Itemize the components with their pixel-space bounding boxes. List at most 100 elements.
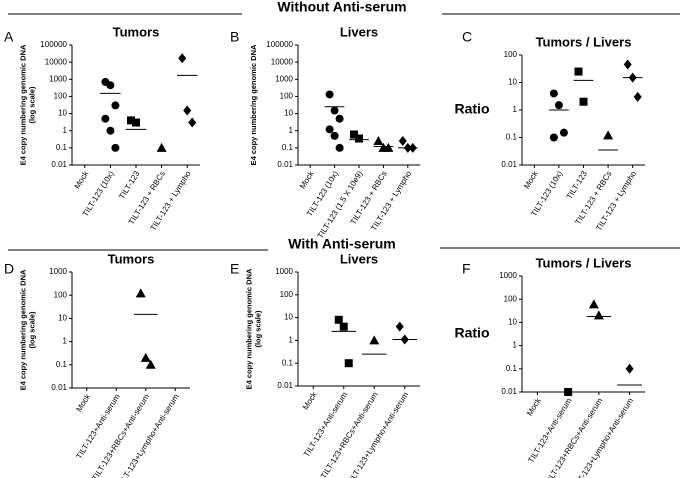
y-tick-label: 0.1 [506, 364, 518, 373]
y-tick-label: 10 [508, 318, 517, 327]
y-tick-label: 100 [504, 294, 518, 303]
point [127, 116, 135, 125]
point [623, 59, 632, 70]
y-tick-label: 1 [513, 341, 518, 350]
point [559, 128, 568, 137]
point [549, 133, 558, 142]
y-tick-label: 100 [504, 50, 518, 59]
point [330, 106, 339, 115]
point [603, 130, 614, 140]
y-axis-label: Ratio [455, 101, 490, 117]
point [574, 67, 583, 76]
panel-letter: E [230, 261, 239, 277]
panel-letter: A [4, 29, 14, 45]
panel-title: Tumors / Livers [536, 34, 632, 49]
y-tick-label: 1000 [275, 74, 293, 83]
point [335, 143, 344, 152]
y-axis-label: (log scale) [27, 86, 36, 124]
y-tick-label: 100000 [40, 40, 67, 49]
panel-letter: D [4, 261, 14, 277]
y-axis-label: E4 copy numbering genomic DNA [244, 268, 253, 389]
y-tick-label: 10 [284, 109, 293, 118]
y-tick-label: 10 [284, 313, 293, 322]
y-tick-label: 10 [58, 314, 67, 323]
point [135, 288, 146, 298]
y-tick-label: 0.01 [277, 381, 293, 390]
point [355, 134, 363, 143]
x-tick-label: Mock [522, 169, 540, 191]
panel-title: Tumors [113, 24, 160, 39]
point [106, 81, 115, 90]
x-tick-label: Mock [74, 392, 92, 414]
point [373, 136, 384, 146]
y-tick-label: 100 [54, 290, 68, 299]
y-tick-label: 1000 [49, 74, 67, 83]
y-tick-label: 0.01 [501, 387, 517, 396]
point [156, 142, 167, 152]
point [350, 130, 358, 139]
point [335, 114, 344, 123]
y-tick-label: 1 [63, 126, 68, 135]
panel-title: Tumors / Livers [536, 255, 632, 270]
point [588, 299, 599, 309]
y-tick-label: 1 [63, 337, 68, 346]
y-tick-label: 0.1 [56, 143, 68, 152]
y-tick-label: 100000 [266, 40, 293, 49]
point [554, 101, 563, 110]
point [188, 117, 197, 128]
section-title: Without Anti-serum [277, 0, 406, 15]
y-tick-label: 1000 [49, 267, 67, 276]
panel-title: Tumors [108, 251, 155, 266]
panel-letter: C [462, 29, 472, 45]
point [369, 335, 380, 345]
point [330, 131, 339, 140]
x-tick-label: TILT-123+RBCs+Anti-serum [544, 396, 605, 478]
point [383, 142, 394, 152]
point [593, 310, 604, 320]
y-axis-label: E4 copy numbering genomic DNA [18, 44, 27, 165]
point [325, 125, 334, 134]
y-tick-label: 1000 [499, 271, 517, 280]
panel-title: Livers [340, 251, 378, 266]
y-axis-label: E4 copy number/ng genomic DNA [249, 44, 258, 165]
y-tick-label: 0.01 [51, 383, 67, 392]
point [344, 359, 353, 368]
point [132, 118, 140, 127]
point [334, 315, 343, 324]
point [178, 53, 187, 64]
y-tick-label: 10000 [271, 57, 294, 66]
y-tick-label: 1 [513, 105, 518, 114]
y-tick-label: 0.01 [501, 160, 517, 169]
y-tick-label: 100 [280, 290, 294, 299]
point [101, 114, 110, 123]
y-tick-label: 100 [280, 92, 294, 101]
y-axis-label: (log scale) [253, 310, 262, 348]
y-axis-label: Ratio [455, 325, 490, 341]
point [111, 101, 120, 110]
y-tick-label: 0.1 [56, 360, 68, 369]
y-tick-label: 10000 [45, 57, 68, 66]
x-tick-label: Mock [298, 169, 316, 191]
panel-letter: B [230, 29, 239, 45]
point [549, 89, 558, 98]
section-title: With Anti-serum [288, 236, 395, 252]
y-tick-label: 0.01 [51, 160, 67, 169]
point [633, 91, 642, 102]
point [579, 97, 588, 106]
x-tick-label: TILT-123 [565, 169, 590, 201]
x-tick-label: TILT-123 (1.5 X 10e9) [316, 169, 365, 240]
y-tick-label: 100 [54, 92, 68, 101]
y-tick-label: 0.1 [282, 358, 294, 367]
point [106, 126, 115, 135]
x-tick-label: TILT-123+RBCs+Anti-serum [90, 392, 151, 478]
point [395, 321, 404, 332]
x-tick-label: TILT-123+RBCs+Anti-serum [319, 390, 380, 478]
x-tick-label: Mock [525, 396, 543, 418]
y-axis-label: E4 copy numbering genomic DNA [18, 269, 27, 390]
y-tick-label: 1 [289, 126, 294, 135]
y-axis-label: (log scale) [27, 311, 36, 349]
point [398, 136, 407, 147]
y-tick-label: 1000 [275, 267, 293, 276]
y-tick-label: 0.01 [277, 160, 293, 169]
